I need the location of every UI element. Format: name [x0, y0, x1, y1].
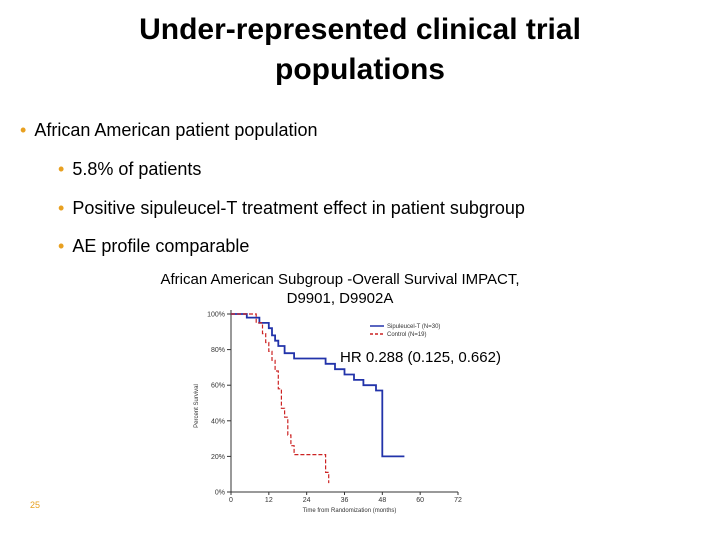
- y-tick-label: 40%: [211, 418, 225, 425]
- bullet-dot-icon: •: [20, 120, 27, 140]
- x-tick-label: 0: [229, 497, 233, 504]
- y-tick-label: 20%: [211, 454, 225, 461]
- legend-label: Sipuleucel-T (N=30): [387, 324, 440, 330]
- x-tick-label: 24: [303, 497, 311, 504]
- y-tick-label: 80%: [211, 347, 225, 354]
- x-tick-label: 48: [378, 497, 386, 504]
- chart-title: African American Subgroup -Overall Survi…: [160, 271, 520, 307]
- slide-title: Under-represented clinical trial populat…: [139, 13, 581, 86]
- series-line-1: [231, 313, 330, 484]
- page-number: 25: [30, 500, 41, 510]
- bullet-text: Positive sipuleucel-T treatment effect i…: [72, 198, 525, 218]
- bullet-text: African American patient population: [34, 120, 318, 140]
- y-tick-label: 60%: [211, 383, 225, 390]
- sub-bullet-item: • 5.8% of patients: [58, 158, 201, 180]
- series-line-0: [231, 313, 405, 458]
- bullet-dot-icon: •: [58, 236, 65, 256]
- bullet-text: AE profile comparable: [72, 236, 250, 256]
- bullet-dot-icon: •: [58, 159, 65, 179]
- x-tick-label: 36: [341, 497, 349, 504]
- y-tick-label: 0%: [215, 490, 225, 497]
- x-tick-label: 12: [265, 497, 273, 504]
- hazard-ratio-annotation: HR 0.288 (0.125, 0.662): [340, 349, 501, 366]
- x-tick-label: 72: [454, 497, 462, 504]
- legend-label: Control (N=19): [387, 332, 427, 338]
- x-tick-label: 60: [416, 497, 424, 504]
- x-axis-label: Time from Randomization (months): [303, 508, 397, 514]
- sub-bullet-item: • AE profile comparable: [58, 235, 249, 257]
- bullet-text: 5.8% of patients: [72, 159, 202, 179]
- bullet-dot-icon: •: [58, 198, 65, 218]
- sub-bullet-item: • Positive sipuleucel-T treatment effect …: [58, 197, 525, 219]
- y-tick-label: 100%: [207, 312, 225, 319]
- bullet-item: • African American patient population: [20, 119, 318, 141]
- y-axis-label: Percent Survival: [194, 384, 200, 428]
